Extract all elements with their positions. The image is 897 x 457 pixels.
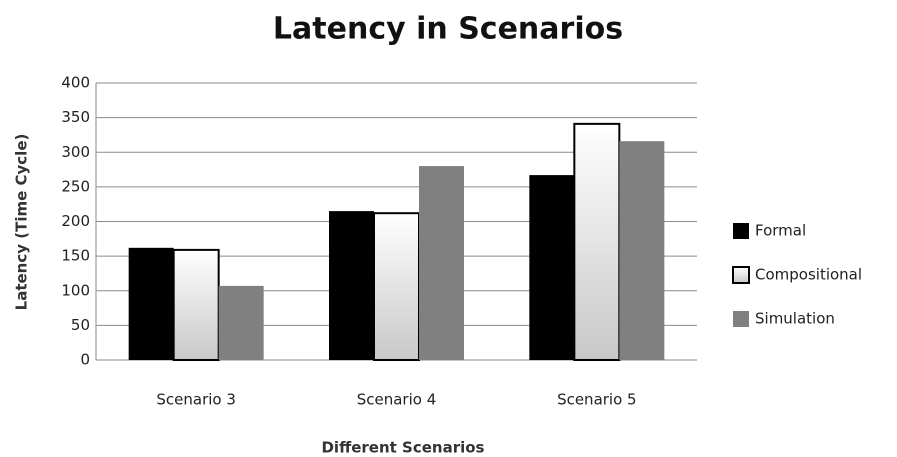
y-tick-label: 300 (61, 143, 90, 161)
x-tick-label: Scenario 3 (156, 391, 236, 409)
bar (172, 248, 220, 361)
bar (419, 166, 464, 360)
y-tick-label: 150 (61, 247, 90, 265)
chart-title: Latency in Scenarios (273, 12, 623, 47)
legend-label: Compositional (755, 266, 862, 284)
y-axis-title: Latency (Time Cycle) (13, 134, 31, 311)
x-tick-label: Scenario 5 (557, 391, 637, 409)
bar (329, 211, 374, 360)
bar (619, 141, 665, 360)
y-tick-label: 400 (61, 74, 90, 92)
y-tick-label: 0 (80, 351, 90, 369)
bar (573, 122, 621, 361)
x-tick-label: Scenario 4 (357, 391, 437, 409)
y-tick-label: 350 (61, 108, 90, 126)
x-axis-title: Different Scenarios (321, 439, 484, 457)
legend-label: Formal (755, 222, 806, 240)
y-tick-label: 200 (61, 212, 90, 230)
bar (529, 175, 575, 360)
legend-label: Simulation (755, 310, 835, 328)
bar (373, 212, 420, 361)
legend-swatch (733, 223, 749, 239)
y-tick-label: 100 (61, 281, 90, 299)
legend-swatch (732, 266, 750, 284)
bar (128, 247, 174, 360)
bar (218, 285, 264, 360)
y-tick-label: 50 (71, 316, 90, 334)
legend-swatch (733, 311, 749, 327)
y-tick-label: 250 (61, 177, 90, 195)
